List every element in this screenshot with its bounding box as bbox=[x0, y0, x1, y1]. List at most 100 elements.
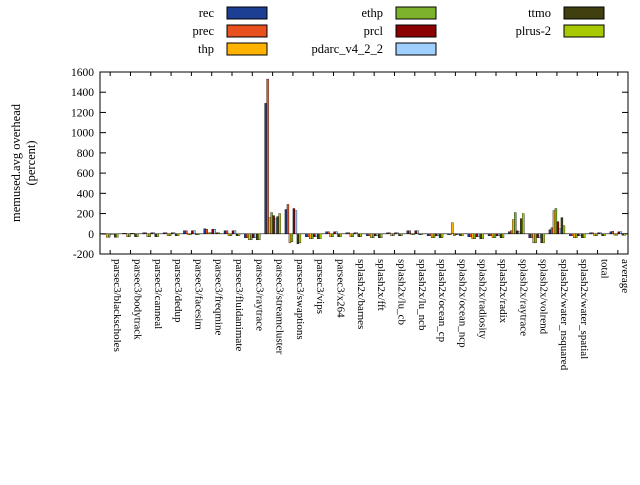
bar-pdarc_v4_2_2 bbox=[457, 233, 460, 235]
y-tick-label: 0 bbox=[88, 229, 94, 241]
bar-ttmo bbox=[418, 233, 421, 235]
bar-thp bbox=[613, 233, 617, 236]
legend-swatch-prec bbox=[226, 24, 268, 38]
bar-prec bbox=[469, 233, 472, 237]
bar-prcl bbox=[434, 233, 438, 236]
y-tick-label: 1600 bbox=[71, 67, 94, 79]
bar-thp bbox=[166, 233, 170, 236]
bar-plrus-2 bbox=[461, 233, 464, 236]
bar-rec bbox=[305, 233, 308, 237]
bar-prcl bbox=[353, 232, 357, 234]
y-tick-label: 600 bbox=[77, 168, 95, 180]
bar-thp bbox=[227, 233, 231, 236]
bar-prcl bbox=[556, 221, 560, 234]
bar-pdarc_v4_2_2 bbox=[274, 218, 277, 234]
bar-prcl bbox=[272, 215, 275, 234]
bar-rec bbox=[345, 232, 349, 234]
x-tick-label: splash2x/water_nsquared bbox=[558, 259, 570, 371]
bar-ttmo bbox=[479, 233, 482, 240]
bar-plrus-2 bbox=[603, 233, 606, 236]
bar-pdarc_v4_2_2 bbox=[294, 210, 298, 234]
bar-pdarc_v4_2_2 bbox=[518, 231, 521, 234]
y-tick-label: 1200 bbox=[71, 107, 94, 119]
legend-label-plrus-2: plrus-2 bbox=[516, 24, 551, 38]
bar-prec bbox=[550, 227, 554, 234]
bar-ttmo bbox=[560, 217, 564, 234]
bar-prec bbox=[286, 204, 290, 234]
bar-prec bbox=[327, 231, 330, 234]
bar-ethp bbox=[311, 233, 314, 240]
bar-thp bbox=[369, 233, 373, 238]
y-axis: -200 0 200 400 600 800 1000 1200 1400 1600 bbox=[71, 67, 628, 261]
bar-thp bbox=[471, 233, 474, 240]
bar-rec bbox=[467, 233, 470, 237]
bar-ttmo bbox=[499, 233, 503, 238]
bar-ttmo bbox=[113, 233, 117, 238]
bar-prec bbox=[611, 231, 615, 234]
x-tick-label: parsec3/facesim bbox=[192, 259, 204, 330]
bar-prcl bbox=[231, 230, 235, 234]
bar-rec bbox=[426, 233, 430, 236]
bar-prcl bbox=[373, 233, 377, 236]
x-tick-label: splash2x/radiosity bbox=[477, 259, 489, 340]
legend-label-rec: rec bbox=[199, 6, 215, 20]
bars bbox=[101, 78, 627, 245]
legend-swatch-prcl bbox=[395, 24, 437, 38]
bar-rec bbox=[284, 209, 288, 234]
bar-rec bbox=[325, 231, 328, 234]
bar-rec bbox=[122, 233, 125, 235]
bar-rec bbox=[203, 228, 206, 234]
legend-swatch-ethp bbox=[395, 6, 437, 20]
plot-border bbox=[99, 71, 629, 255]
bar-rec bbox=[183, 230, 186, 234]
bar-pdarc_v4_2_2 bbox=[396, 232, 399, 234]
bar-prcl bbox=[313, 233, 316, 237]
x-tick-label: total bbox=[599, 259, 611, 279]
bar-ethp bbox=[107, 233, 111, 238]
x-tick-label: parsec3/blackscholes bbox=[111, 259, 123, 352]
x-tick-label: splash2x/water_spatial bbox=[578, 259, 590, 359]
bar-ethp bbox=[128, 233, 131, 237]
bar-pdarc_v4_2_2 bbox=[172, 232, 176, 234]
bar-ethp bbox=[148, 233, 151, 237]
bar-plrus-2 bbox=[359, 233, 363, 237]
bar-thp bbox=[451, 222, 454, 234]
bar-rec bbox=[101, 233, 105, 235]
x-tick-label: parsec3/canneal bbox=[152, 259, 164, 329]
bar-rec bbox=[264, 103, 267, 234]
bar-thp bbox=[573, 233, 576, 238]
bar-ttmo bbox=[134, 233, 137, 237]
bar-thp bbox=[105, 233, 109, 238]
bar-ethp bbox=[514, 212, 517, 234]
bar-plrus-2 bbox=[237, 233, 241, 236]
bar-plrus-2 bbox=[115, 233, 119, 238]
bar-pdarc_v4_2_2 bbox=[599, 232, 602, 234]
bar-ethp bbox=[554, 208, 558, 234]
bar-plrus-2 bbox=[258, 233, 261, 241]
bar-ttmo bbox=[398, 233, 401, 236]
bar-rec bbox=[223, 230, 227, 234]
bar-rec bbox=[162, 232, 166, 234]
legend-label-prec: prec bbox=[192, 24, 214, 38]
bar-ethp bbox=[290, 233, 294, 243]
bar-ttmo bbox=[276, 216, 279, 234]
bar-prcl bbox=[455, 233, 458, 235]
bar-plrus-2 bbox=[623, 233, 627, 236]
x-tick-label: parsec3/vips bbox=[314, 259, 326, 314]
bar-rec bbox=[365, 233, 369, 236]
bar-prcl bbox=[333, 231, 336, 234]
legend-label-thp: thp bbox=[198, 42, 214, 56]
y-axis-title: memused.avg overhead(percent) bbox=[9, 103, 38, 222]
bar-plrus-2 bbox=[197, 233, 200, 235]
bar-thp bbox=[349, 233, 353, 237]
bar-prec bbox=[185, 230, 188, 234]
bar-prec bbox=[266, 78, 269, 234]
legend-swatch-plrus-2 bbox=[563, 24, 605, 38]
bar-ethp bbox=[371, 233, 375, 238]
bar-ethp bbox=[432, 233, 436, 238]
bar-prcl bbox=[109, 233, 113, 235]
legend-label-prcl: prcl bbox=[364, 24, 384, 38]
bar-thp bbox=[268, 217, 271, 234]
x-tick-label: average bbox=[619, 259, 631, 293]
bar-ttmo bbox=[438, 233, 442, 238]
